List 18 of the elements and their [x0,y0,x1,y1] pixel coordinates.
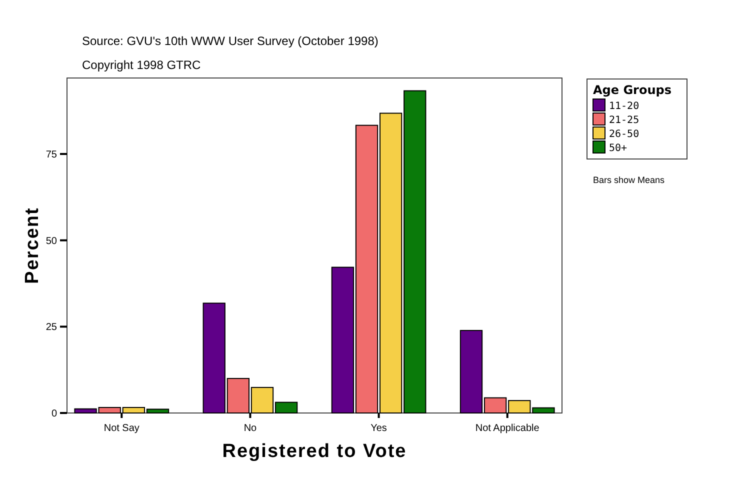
y-tick-label: 0 [51,408,58,420]
x-axis-title: Registered to Vote [222,441,407,462]
legend-label: 11-20 [609,101,640,112]
text: Bars show Means [593,175,666,185]
legend-title: Age Groups [593,83,672,97]
legend-label: 26-50 [609,129,640,140]
legend-label: 50+ [609,143,628,154]
chart-subtitle: Copyright 1998 GTRC [82,58,202,72]
y-axis-title: Percent [22,207,43,284]
x-tick-label: No [244,423,258,434]
y-tick-label: 75 [46,149,58,160]
x-tick-label: Not Applicable [475,423,540,434]
x-tick-label: Yes [370,423,387,434]
y-tick-label: 50 [46,236,58,247]
y-tick-label: 25 [46,322,58,334]
legend-label: 21-25 [609,115,640,126]
chart-title: Source: GVU's 10th WWW User Survey (October 1998) [82,34,378,48]
x-tick-label: Not Say [104,423,140,434]
